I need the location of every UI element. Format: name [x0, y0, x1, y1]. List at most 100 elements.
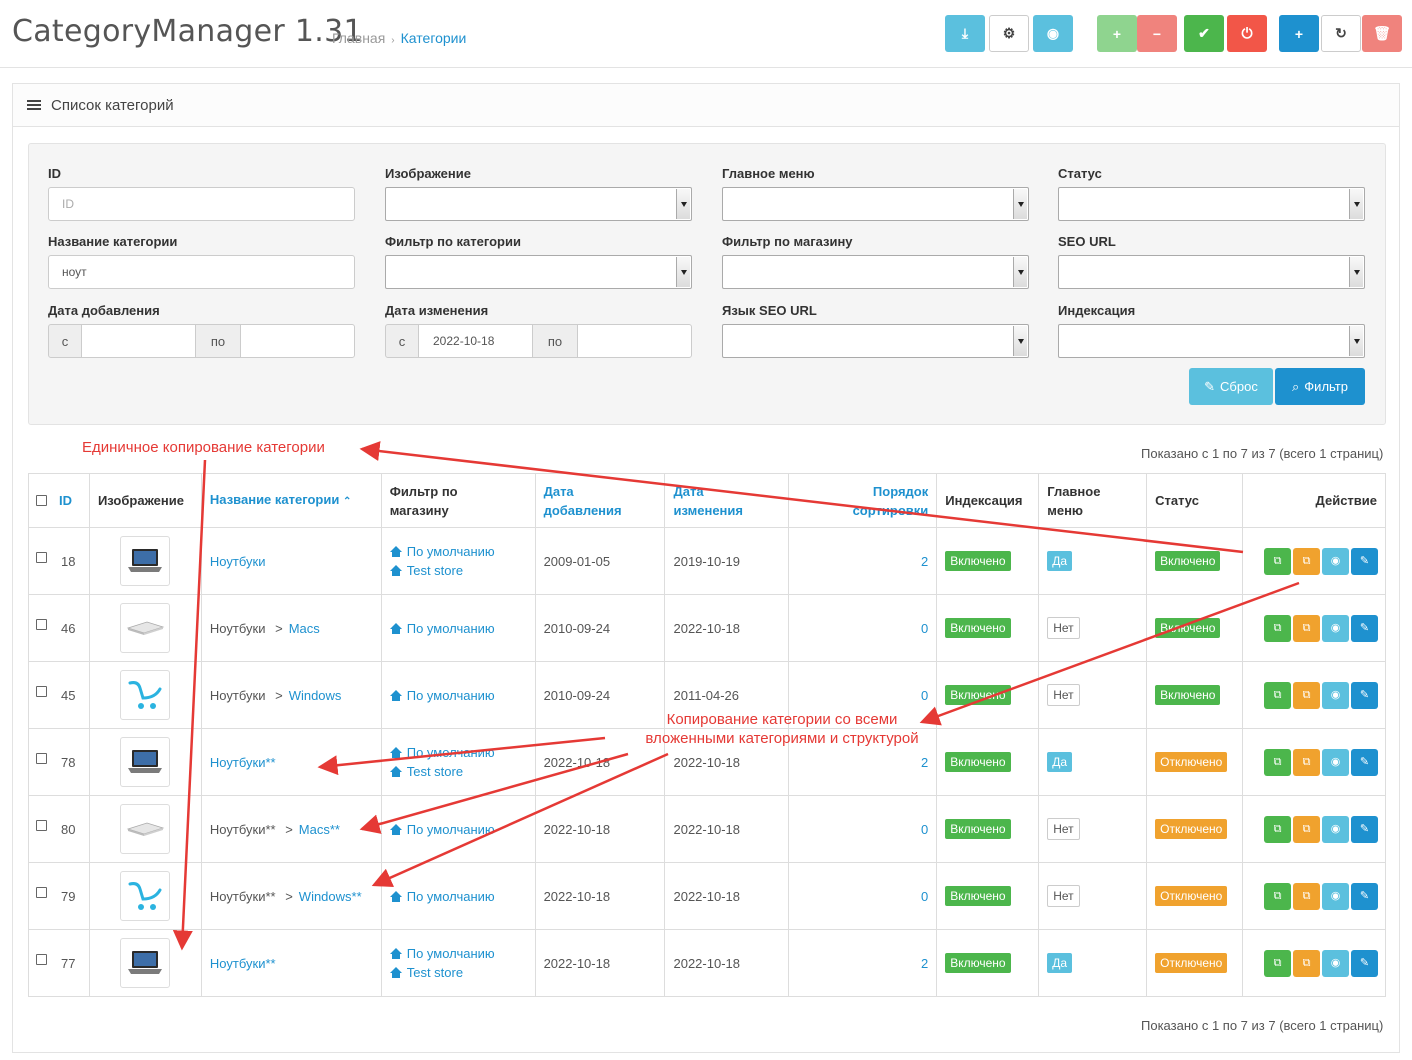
add-button[interactable]: +: [1279, 15, 1319, 52]
edit-button[interactable]: ✎: [1351, 815, 1378, 843]
row-checkbox[interactable]: [36, 953, 47, 965]
category-filter-select[interactable]: [385, 255, 692, 289]
row-checkbox[interactable]: [36, 752, 47, 764]
delete-button[interactable]: 🗑: [1362, 15, 1402, 52]
status-badge[interactable]: Отключено: [1155, 953, 1228, 973]
indexing-badge[interactable]: Включено: [945, 886, 1011, 906]
status-badge[interactable]: Включено: [1155, 618, 1221, 638]
sort-id-link[interactable]: ID: [59, 493, 72, 508]
reset-button[interactable]: ✎ Сброс: [1189, 368, 1273, 405]
edit-button[interactable]: ✎: [1351, 882, 1378, 910]
sort-order-value[interactable]: 0: [921, 821, 929, 837]
edit-button[interactable]: ✎: [1351, 681, 1378, 709]
copy-tree-button[interactable]: ⧉: [1293, 882, 1320, 910]
indexing-select[interactable]: [1058, 324, 1365, 358]
menu-badge[interactable]: Нет: [1047, 684, 1080, 706]
menu-badge[interactable]: Нет: [1047, 617, 1080, 639]
store-link[interactable]: По умолчанию: [389, 542, 527, 561]
category-name-link[interactable]: Ноутбуки: [209, 553, 266, 569]
category-name-link[interactable]: Ноутбуки**: [209, 955, 276, 971]
sort-order-value[interactable]: 2: [921, 955, 929, 971]
settings-button[interactable]: ⚙: [989, 15, 1029, 52]
view-button[interactable]: ◉: [1322, 882, 1349, 910]
indexing-badge[interactable]: Включено: [945, 819, 1011, 839]
export-button[interactable]: ⤓: [945, 15, 985, 52]
copy-button[interactable]: ⧉: [1264, 547, 1291, 575]
menu-badge[interactable]: Да: [1047, 752, 1073, 772]
status-badge[interactable]: Отключено: [1155, 819, 1228, 839]
edit-button[interactable]: ✎: [1351, 748, 1378, 776]
date-added-to-input[interactable]: [240, 324, 355, 358]
status-badge[interactable]: Включено: [1155, 685, 1221, 705]
name-input[interactable]: ноут: [48, 255, 355, 289]
copy-tree-button[interactable]: ⧉: [1293, 547, 1320, 575]
select-all-checkbox[interactable]: [36, 495, 47, 506]
copy-button[interactable]: ⧉: [1264, 882, 1291, 910]
store-link[interactable]: Test store: [389, 762, 527, 781]
date-modified-from-input[interactable]: 2022-10-18: [418, 324, 533, 358]
store-link[interactable]: Test store: [389, 963, 527, 982]
indexing-badge[interactable]: Включено: [945, 618, 1011, 638]
category-name-link[interactable]: Macs: [288, 620, 320, 636]
copy-button[interactable]: ⧉: [1264, 815, 1291, 843]
category-name-link[interactable]: Windows**: [298, 888, 362, 904]
power-button[interactable]: ⏻: [1227, 15, 1267, 52]
seo-url-select[interactable]: [1058, 255, 1365, 289]
status-badge[interactable]: Отключено: [1155, 886, 1228, 906]
category-name-link[interactable]: Ноутбуки**: [209, 754, 276, 770]
edit-button[interactable]: ✎: [1351, 547, 1378, 575]
copy-tree-button[interactable]: ⧉: [1293, 681, 1320, 709]
indexing-badge[interactable]: Включено: [945, 685, 1011, 705]
status-badge[interactable]: Включено: [1155, 551, 1221, 571]
filter-button[interactable]: ⌕ Фильтр: [1275, 368, 1365, 405]
view-button[interactable]: ◉: [1033, 15, 1073, 52]
store-link[interactable]: По умолчанию: [389, 743, 527, 762]
edit-button[interactable]: ✎: [1351, 614, 1378, 642]
refresh-button[interactable]: ↻: [1321, 15, 1361, 52]
row-checkbox[interactable]: [36, 551, 47, 563]
sort-order-value[interactable]: 0: [921, 687, 929, 703]
store-link[interactable]: По умолчанию: [389, 686, 527, 705]
category-name-link[interactable]: Windows: [288, 687, 342, 703]
store-link[interactable]: По умолчанию: [389, 820, 527, 839]
menu-badge[interactable]: Нет: [1047, 818, 1080, 840]
date-modified-to-input[interactable]: [577, 324, 692, 358]
view-button[interactable]: ◉: [1322, 949, 1349, 977]
view-button[interactable]: ◉: [1322, 681, 1349, 709]
approve-button[interactable]: ✔: [1184, 15, 1224, 52]
breadcrumb-home[interactable]: Главная: [332, 30, 386, 46]
copy-button[interactable]: ⧉: [1264, 681, 1291, 709]
copy-button[interactable]: ⧉: [1264, 614, 1291, 642]
enable-button[interactable]: +: [1097, 15, 1137, 52]
indexing-badge[interactable]: Включено: [945, 953, 1011, 973]
sort-order-value[interactable]: 0: [921, 620, 929, 636]
sort-order-link[interactable]: Порядок сортировки: [797, 482, 929, 520]
store-filter-select[interactable]: [722, 255, 1029, 289]
row-checkbox[interactable]: [36, 886, 47, 898]
date-added-from-input[interactable]: [81, 324, 196, 358]
sort-order-value[interactable]: 2: [921, 754, 929, 770]
copy-button[interactable]: ⧉: [1264, 748, 1291, 776]
indexing-badge[interactable]: Включено: [945, 752, 1011, 772]
status-badge[interactable]: Отключено: [1155, 752, 1228, 772]
disable-button[interactable]: −: [1137, 15, 1177, 52]
copy-tree-button[interactable]: ⧉: [1293, 748, 1320, 776]
status-select[interactable]: [1058, 187, 1365, 221]
id-input[interactable]: ID: [48, 187, 355, 221]
row-checkbox[interactable]: [36, 819, 47, 831]
view-button[interactable]: ◉: [1322, 815, 1349, 843]
sort-name-link[interactable]: Название категории ⌃: [210, 492, 351, 507]
copy-button[interactable]: ⧉: [1264, 949, 1291, 977]
breadcrumb-categories[interactable]: Категории: [400, 30, 467, 46]
menu-badge[interactable]: Да: [1047, 953, 1073, 973]
indexing-badge[interactable]: Включено: [945, 551, 1011, 571]
menu-badge[interactable]: Да: [1047, 551, 1073, 571]
copy-tree-button[interactable]: ⧉: [1293, 815, 1320, 843]
main-menu-select[interactable]: [722, 187, 1029, 221]
category-name-link[interactable]: Macs**: [298, 821, 340, 837]
store-link[interactable]: По умолчанию: [389, 887, 527, 906]
edit-button[interactable]: ✎: [1351, 949, 1378, 977]
image-select[interactable]: [385, 187, 692, 221]
sort-date-added-link[interactable]: Дата добавления: [544, 482, 657, 520]
sort-date-modified-link[interactable]: Дата изменения: [673, 482, 780, 520]
